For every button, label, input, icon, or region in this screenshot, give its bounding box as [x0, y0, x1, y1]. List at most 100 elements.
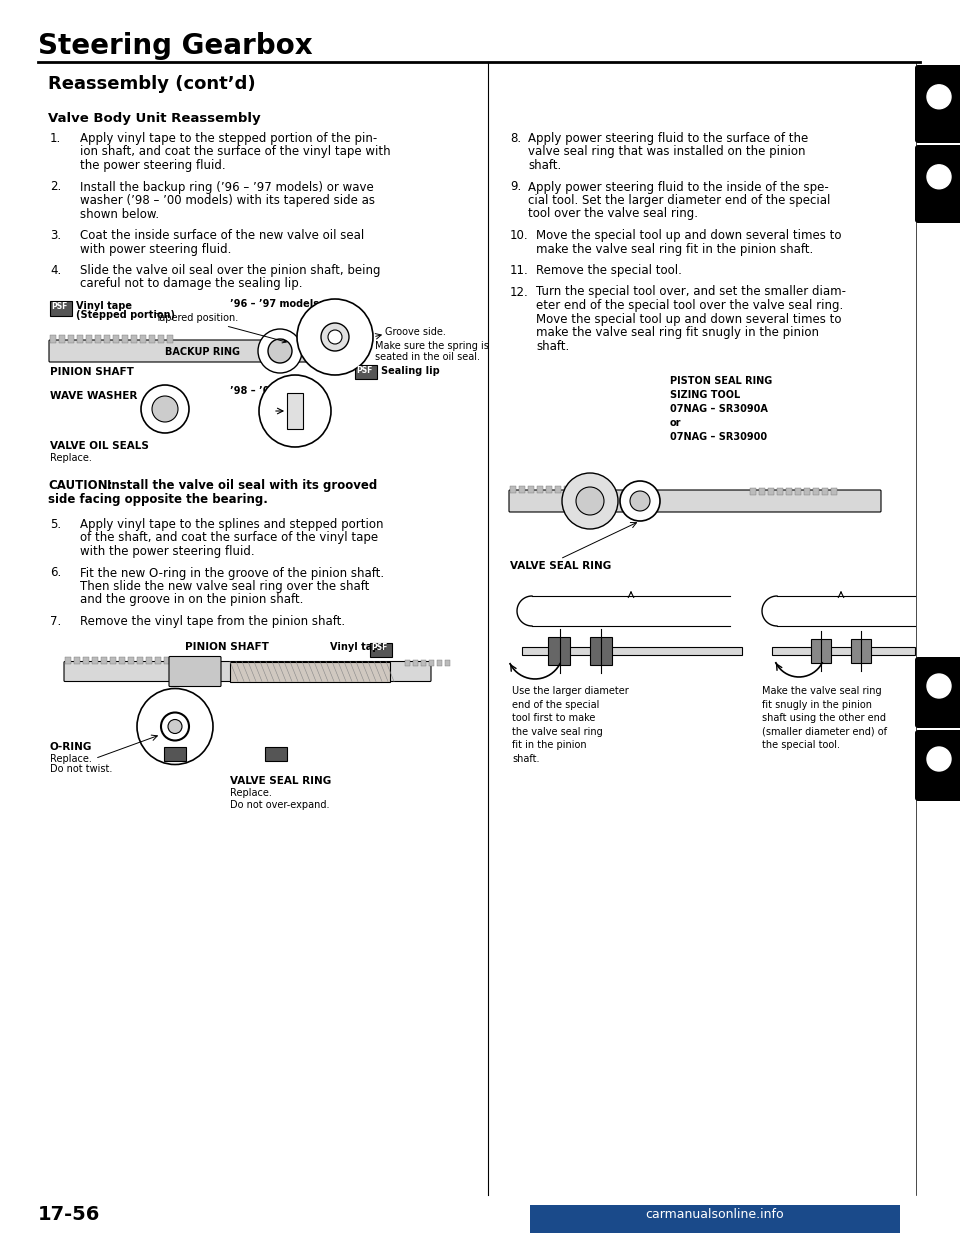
Text: Replace.: Replace. [50, 453, 92, 463]
Circle shape [152, 396, 178, 422]
Bar [822, 488, 828, 496]
Text: Move the special tool up and down several times to: Move the special tool up and down severa… [536, 313, 842, 325]
Text: 10.: 10. [510, 229, 529, 242]
Text: 12.: 12. [510, 286, 529, 298]
Bar [795, 488, 801, 496]
Bar [590, 637, 612, 664]
Text: VALVE SEAL RING: VALVE SEAL RING [510, 561, 612, 571]
Bar [155, 657, 161, 663]
FancyBboxPatch shape [509, 491, 881, 512]
Text: tool over the valve seal ring.: tool over the valve seal ring. [528, 207, 698, 221]
Text: carmanualsonline.info: carmanualsonline.info [646, 1208, 784, 1221]
Circle shape [927, 84, 951, 109]
Text: O-RING: O-RING [50, 741, 92, 751]
Text: 3.: 3. [50, 229, 61, 242]
Text: PSF: PSF [165, 748, 181, 756]
Bar [768, 488, 774, 496]
Bar [65, 657, 71, 663]
Text: VALVE OIL SEALS: VALVE OIL SEALS [50, 441, 149, 451]
Text: 6.: 6. [50, 566, 61, 580]
Bar [777, 488, 783, 496]
Text: BACKUP RING: BACKUP RING [165, 347, 240, 356]
Bar [86, 335, 92, 343]
Text: shown below.: shown below. [80, 207, 159, 221]
Text: make the valve seal ring fit snugly in the pinion: make the valve seal ring fit snugly in t… [536, 325, 819, 339]
Circle shape [576, 487, 604, 515]
Bar [74, 657, 80, 663]
Bar [813, 488, 819, 496]
Bar [528, 486, 534, 493]
Circle shape [141, 385, 189, 433]
Text: 9.: 9. [510, 180, 521, 194]
Bar [122, 335, 128, 343]
Text: Move the special tool up and down several times to: Move the special tool up and down severa… [536, 229, 842, 242]
Text: careful not to damage the sealing lip.: careful not to damage the sealing lip. [80, 277, 302, 291]
Circle shape [328, 330, 342, 344]
Text: Steering Gearbox: Steering Gearbox [38, 32, 313, 60]
Bar [831, 488, 837, 496]
Bar [537, 486, 543, 493]
Circle shape [258, 329, 302, 373]
Bar [101, 657, 107, 663]
Text: 5.: 5. [50, 518, 61, 532]
Circle shape [562, 473, 618, 529]
Text: Make sure the spring is: Make sure the spring is [375, 342, 489, 351]
Text: Groove side.: Groove side. [385, 327, 445, 337]
Bar [759, 488, 765, 496]
Text: Then slide the new valve seal ring over the shaft: Then slide the new valve seal ring over … [80, 580, 370, 592]
Text: seated in the oil seal.: seated in the oil seal. [375, 351, 480, 361]
Text: Make the valve seal ring
fit snugly in the pinion
shaft using the other end
(sma: Make the valve seal ring fit snugly in t… [762, 686, 887, 750]
Text: Apply vinyl tape to the splines and stepped portion: Apply vinyl tape to the splines and step… [80, 518, 383, 532]
Bar [113, 335, 119, 343]
Text: cial tool. Set the larger diameter end of the special: cial tool. Set the larger diameter end o… [528, 194, 830, 207]
Text: CAUTION:: CAUTION: [48, 479, 112, 492]
Text: PSF: PSF [266, 748, 282, 756]
Text: Slide the valve oil seal over the pinion shaft, being: Slide the valve oil seal over the pinion… [80, 265, 380, 277]
FancyBboxPatch shape [915, 65, 960, 143]
Bar [772, 647, 915, 655]
Bar [77, 335, 83, 343]
Text: Coat the inside surface of the new valve oil seal: Coat the inside surface of the new valve… [80, 229, 364, 242]
Text: Vinyl tape: Vinyl tape [330, 642, 386, 652]
Text: Sealing lip: Sealing lip [381, 366, 440, 376]
Bar [548, 637, 570, 664]
Bar [68, 335, 74, 343]
Bar [564, 486, 570, 493]
Bar [429, 660, 434, 666]
Bar [95, 335, 101, 343]
Bar [149, 335, 155, 343]
Circle shape [259, 375, 331, 447]
Bar [811, 638, 831, 663]
Text: ’98 – ’00 models:: ’98 – ’00 models: [230, 386, 324, 396]
Text: washer (’98 – ’00 models) with its tapered side as: washer (’98 – ’00 models) with its taper… [80, 194, 375, 207]
Bar [137, 657, 143, 663]
Bar [421, 660, 426, 666]
Text: Remove the vinyl tape from the pinion shaft.: Remove the vinyl tape from the pinion sh… [80, 615, 346, 628]
Bar [59, 335, 65, 343]
Text: PISTON SEAL RING
SIZING TOOL
07NAG – SR3090A
or
07NAG – SR30900: PISTON SEAL RING SIZING TOOL 07NAG – SR3… [670, 376, 772, 442]
Bar [167, 335, 173, 343]
Circle shape [630, 491, 650, 510]
Bar [519, 486, 525, 493]
Bar [786, 488, 792, 496]
Bar [50, 301, 72, 315]
Bar [851, 638, 871, 663]
Circle shape [168, 719, 182, 734]
Bar [119, 657, 125, 663]
Text: Do not over-expand.: Do not over-expand. [230, 800, 329, 810]
Text: Vinyl tape: Vinyl tape [76, 301, 132, 310]
Bar [164, 746, 186, 760]
Bar [555, 486, 561, 493]
Bar [104, 335, 110, 343]
Text: Valve Body Unit Reassembly: Valve Body Unit Reassembly [48, 112, 260, 125]
Text: PSF: PSF [371, 643, 388, 652]
FancyBboxPatch shape [169, 657, 221, 687]
Text: 11.: 11. [510, 265, 529, 277]
Text: Install the backup ring (’96 – ’97 models) or wave: Install the backup ring (’96 – ’97 model… [80, 180, 373, 194]
Text: make the valve seal ring fit in the pinion shaft.: make the valve seal ring fit in the pini… [536, 242, 813, 256]
FancyBboxPatch shape [915, 730, 960, 801]
Text: of the shaft, and coat the surface of the vinyl tape: of the shaft, and coat the surface of th… [80, 532, 378, 544]
Text: PINION SHAFT: PINION SHAFT [50, 366, 133, 378]
Bar [522, 647, 742, 655]
Bar [50, 335, 56, 343]
